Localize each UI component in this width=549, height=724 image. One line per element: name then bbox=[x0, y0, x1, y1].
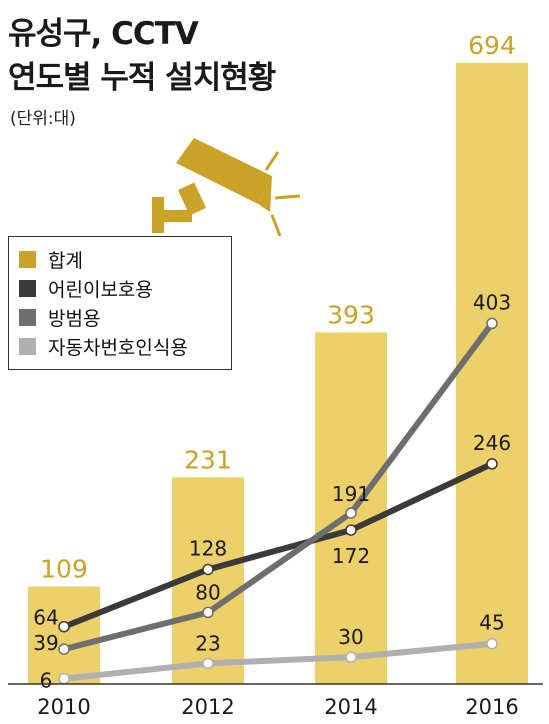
line-plate-recognition bbox=[63, 640, 493, 682]
legend-swatch-crime bbox=[19, 309, 36, 326]
point-crime-prevention bbox=[58, 643, 70, 655]
x-tick-label: 2010 bbox=[37, 695, 90, 719]
point-plate-recognition bbox=[486, 637, 498, 650]
point-label-child-protection: 172 bbox=[332, 544, 370, 568]
bar-total-2010 bbox=[28, 586, 100, 684]
chart-title-line2: 연도별 누적 설치현황 bbox=[8, 60, 276, 96]
legend-item-total: 합계 bbox=[19, 245, 221, 274]
line-crime-prevention bbox=[63, 321, 495, 653]
cctv-camera-icon bbox=[152, 138, 301, 237]
point-label-crime-prevention: 39 bbox=[33, 631, 58, 655]
legend-label-total: 합계 bbox=[48, 250, 83, 272]
bar-value-label: 231 bbox=[184, 445, 232, 474]
point-crime-prevention bbox=[345, 507, 357, 519]
x-tick-label: 2016 bbox=[465, 695, 518, 719]
point-label-child-protection: 64 bbox=[33, 606, 58, 630]
point-label-plate-recognition: 45 bbox=[479, 611, 504, 635]
point-plate-recognition bbox=[58, 672, 70, 685]
point-label-plate-recognition: 30 bbox=[338, 625, 363, 649]
point-label-child-protection: 246 bbox=[473, 431, 511, 455]
point-crime-prevention bbox=[486, 317, 498, 330]
line-child-protection bbox=[62, 461, 494, 630]
unit-label: (단위:대) bbox=[10, 109, 76, 129]
point-label-child-protection: 128 bbox=[189, 536, 227, 560]
bar-total-2016 bbox=[456, 63, 528, 684]
point-plate-recognition bbox=[345, 651, 357, 663]
point-child-protection bbox=[202, 563, 214, 576]
bar-value-label: 109 bbox=[40, 554, 88, 583]
point-child-protection bbox=[486, 458, 498, 470]
legend-label-plate: 자동차번호인식용 bbox=[48, 337, 188, 359]
point-child-protection bbox=[345, 524, 357, 536]
point-plate-recognition bbox=[202, 657, 214, 670]
x-tick-label: 2012 bbox=[181, 695, 234, 719]
bar-value-label: 694 bbox=[468, 31, 516, 60]
point-child-protection bbox=[58, 620, 70, 633]
chart-title-line1: 유성구, CCTV bbox=[8, 16, 199, 52]
point-label-plate-recognition: 6 bbox=[40, 669, 53, 693]
legend-item-plate: 자동차번호인식용 bbox=[19, 332, 221, 361]
x-tick-label: 2014 bbox=[324, 695, 377, 719]
point-label-crime-prevention: 80 bbox=[195, 580, 220, 604]
legend-label-child: 어린이보호용 bbox=[48, 279, 153, 301]
point-crime-prevention bbox=[202, 606, 214, 619]
labels-layer: 109 2010 231 2012 393 2014 694 2016 64 128 172 246 3… bbox=[33, 31, 518, 719]
legend-item-crime: 방범용 bbox=[19, 303, 221, 332]
legend-swatch-total bbox=[19, 251, 36, 268]
point-label-crime-prevention: 403 bbox=[473, 290, 511, 314]
point-label-plate-recognition: 23 bbox=[195, 631, 220, 655]
lines-layer bbox=[58, 317, 498, 685]
legend-item-child: 어린이보호용 bbox=[19, 274, 221, 303]
legend-swatch-plate bbox=[19, 338, 36, 355]
legend-swatch-child bbox=[19, 280, 36, 297]
legend-label-crime: 방범용 bbox=[48, 308, 101, 330]
legend: 합계 어린이보호용 방범용 자동차번호인식용 bbox=[8, 236, 232, 370]
bar-value-label: 393 bbox=[327, 300, 375, 329]
point-label-crime-prevention: 191 bbox=[332, 482, 370, 506]
